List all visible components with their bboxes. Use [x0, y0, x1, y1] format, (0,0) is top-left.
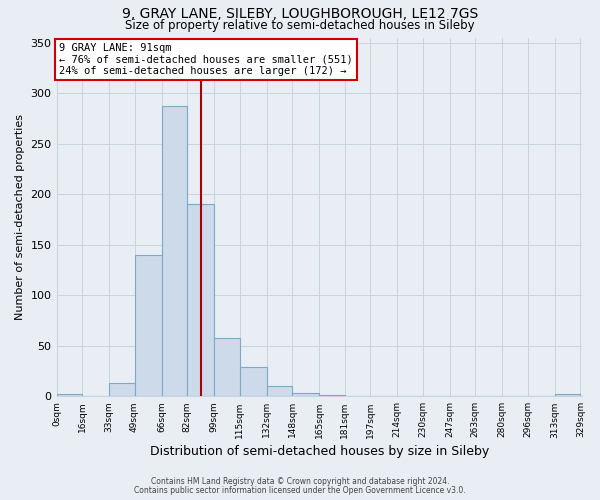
- Text: Contains public sector information licensed under the Open Government Licence v3: Contains public sector information licen…: [134, 486, 466, 495]
- Y-axis label: Number of semi-detached properties: Number of semi-detached properties: [15, 114, 25, 320]
- Bar: [292, 394, 319, 396]
- Text: Size of property relative to semi-detached houses in Sileby: Size of property relative to semi-detach…: [125, 18, 475, 32]
- Bar: [266, 386, 292, 396]
- X-axis label: Distribution of semi-detached houses by size in Sileby: Distribution of semi-detached houses by …: [149, 444, 489, 458]
- Text: 9, GRAY LANE, SILEBY, LOUGHBOROUGH, LE12 7GS: 9, GRAY LANE, SILEBY, LOUGHBOROUGH, LE12…: [122, 8, 478, 22]
- Bar: [187, 204, 214, 396]
- Text: 9 GRAY LANE: 91sqm
← 76% of semi-detached houses are smaller (551)
24% of semi-d: 9 GRAY LANE: 91sqm ← 76% of semi-detache…: [59, 43, 353, 76]
- Bar: [555, 394, 580, 396]
- Bar: [239, 367, 266, 396]
- Bar: [161, 106, 187, 397]
- Bar: [109, 383, 134, 396]
- Bar: [214, 338, 239, 396]
- Text: Contains HM Land Registry data © Crown copyright and database right 2024.: Contains HM Land Registry data © Crown c…: [151, 477, 449, 486]
- Bar: [56, 394, 82, 396]
- Bar: [134, 255, 161, 396]
